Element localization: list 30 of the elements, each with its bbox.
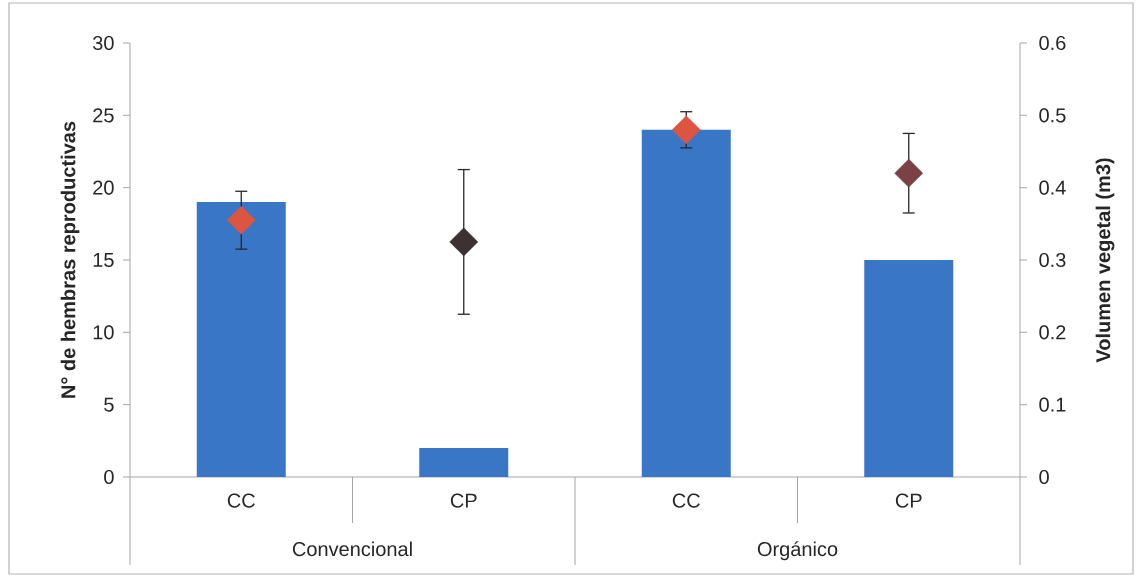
y2-tick-label: 0.3 [1039,252,1066,268]
x-tick-label: CP [450,493,477,508]
x-tick-label: CP [895,493,922,508]
point [671,115,701,145]
point [449,227,479,257]
x-tick-label: CC [227,493,255,508]
bar [196,202,286,477]
y2-axis-title: Volumen vegetal (m3) [1095,158,1115,363]
y2-tick-label: 0.2 [1039,325,1066,340]
text: Convencional [292,541,412,557]
y-tick-label: 5 [104,397,114,412]
y-tick-label: 25 [93,108,114,123]
y-tick-label: 0 [104,469,114,485]
x-tick-label: CC [672,493,700,508]
text: Orgánico [757,541,838,561]
y-tick-label: 15 [93,253,114,267]
point [226,205,256,235]
y2-tick-label: 0.1 [1039,397,1066,412]
y2-tick-label: 0 [1039,469,1049,485]
y-tick-label: 10 [93,325,114,340]
bar [864,259,954,477]
y2-tick-label: 0.5 [1039,108,1066,123]
bar [419,448,509,477]
point [894,158,924,188]
y-tick-label: 20 [93,180,114,195]
y2-tick-label: 0.4 [1039,180,1066,195]
y2-tick-label: 0.6 [1039,35,1066,51]
bar [641,129,731,477]
y-axis-title: N° de hembras reproductivas [60,121,80,398]
y-tick-label: 30 [93,35,114,51]
